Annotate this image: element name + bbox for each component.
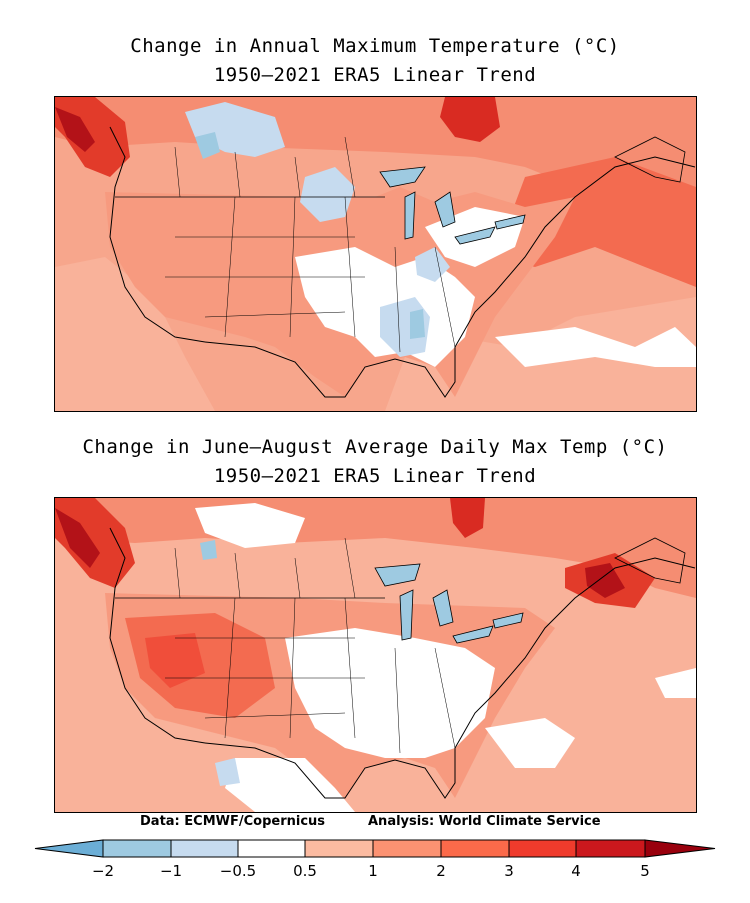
colorbar-segment [237, 839, 306, 858]
colorbar-extend-low [34, 839, 104, 858]
colorbar-tick-label: −0.5 [219, 862, 257, 880]
map1-title-line1: Change in Annual Maximum Temperature (°C… [130, 35, 620, 57]
colorbar-segment [304, 839, 374, 858]
colorbar-segment [102, 839, 172, 858]
analysis-credit: Analysis: World Climate Service [368, 814, 601, 829]
colorbar-extend-high [644, 839, 716, 858]
colorbar-tick-label: −1 [159, 862, 183, 880]
colorbar-segment [440, 839, 510, 858]
colorbar-segment [508, 839, 577, 858]
colorbar-segment [575, 839, 646, 858]
colorbar-tick-label: −2 [91, 862, 115, 880]
colorbar-tick-label: 1 [368, 862, 378, 880]
colorbar-tick-label: 2 [436, 862, 446, 880]
colorbar [34, 839, 716, 858]
map1-title-line2: 1950–2021 ERA5 Linear Trend [213, 64, 537, 86]
map1-annual-max-temp-trend [54, 96, 697, 412]
colorbar-segment [372, 839, 442, 858]
colorbar-segment [170, 839, 239, 858]
colorbar-tick-label: 5 [640, 862, 650, 880]
colorbar-tick-label: 4 [571, 862, 581, 880]
map2-summer-max-temp-trend [54, 497, 697, 813]
map2-title-line2: 1950–2021 ERA5 Linear Trend [213, 465, 537, 487]
map2-title-line1: Change in June–August Average Daily Max … [82, 436, 668, 458]
colorbar-tick-label: 3 [504, 862, 514, 880]
colorbar-tick-label: 0.5 [293, 862, 317, 880]
data-credit: Data: ECMWF/Copernicus [140, 814, 326, 829]
